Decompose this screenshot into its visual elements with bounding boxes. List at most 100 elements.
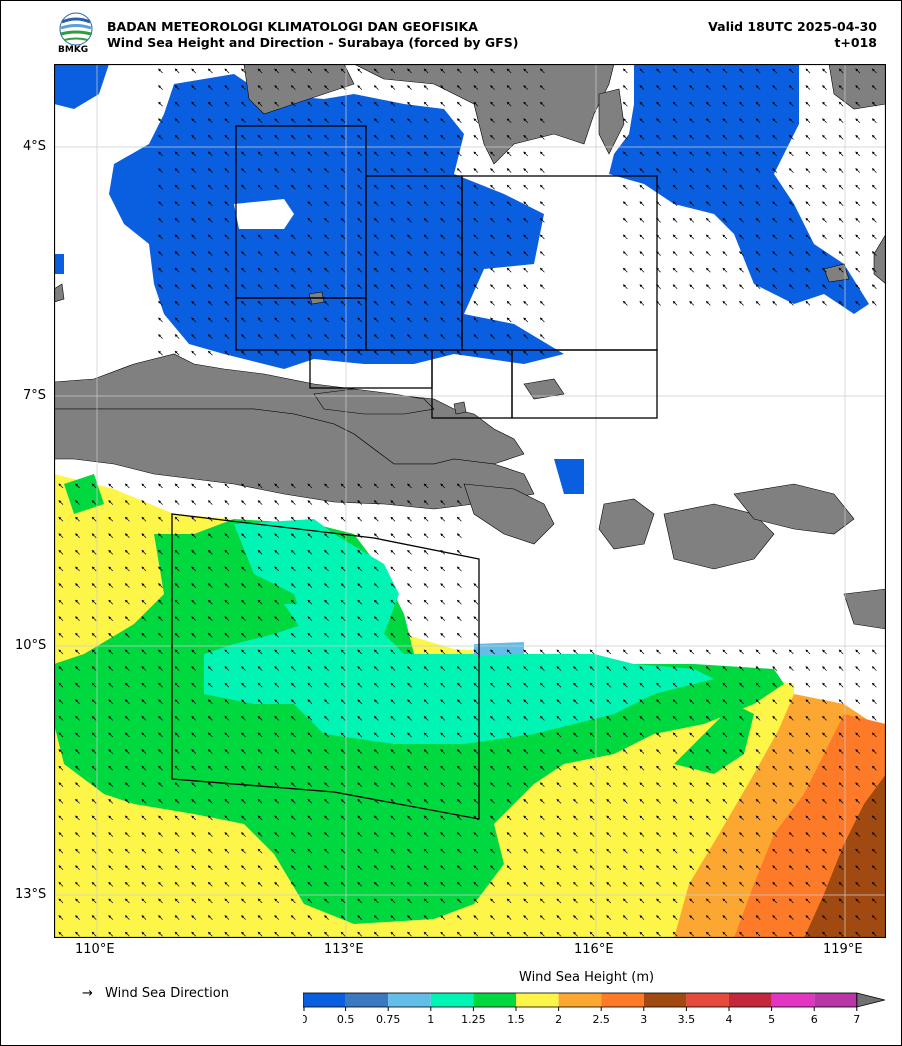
direction-arrow	[788, 300, 794, 306]
direction-arrow	[838, 101, 844, 107]
direction-arrow	[473, 134, 479, 140]
sumbawa-west	[663, 503, 775, 570]
direction-arrow	[672, 85, 678, 90]
direction-arrow	[805, 68, 811, 74]
direction-arrow	[523, 168, 529, 173]
direction-arrow	[423, 101, 429, 107]
direction-arrow	[373, 201, 379, 207]
colorbar-tick-label: 1.5	[507, 1013, 525, 1026]
direction-arrow	[622, 251, 628, 256]
direction-arrow	[788, 267, 794, 273]
direction-arrow	[871, 184, 877, 190]
direction-arrow	[307, 85, 313, 90]
direction-arrow	[158, 85, 163, 90]
direction-legend-label: Wind Sea Direction	[105, 986, 229, 1001]
direction-arrow	[722, 300, 728, 306]
direction-arrow	[407, 334, 412, 339]
direction-arrow	[174, 234, 180, 240]
direction-arrow	[390, 317, 396, 323]
direction-arrow	[822, 251, 827, 256]
direction-arrow	[805, 184, 811, 190]
direction-arrow	[373, 350, 379, 356]
direction-arrow	[440, 267, 446, 273]
direction-arrow	[755, 118, 761, 124]
direction-arrow	[174, 334, 180, 339]
direction-arrow	[224, 350, 230, 356]
direction-arrow	[407, 317, 412, 323]
direction-arrow	[207, 350, 213, 356]
direction-arrow	[838, 118, 844, 124]
direction-arrow	[324, 118, 329, 124]
direction-arrow	[174, 217, 180, 223]
direction-arrow	[241, 184, 246, 190]
direction-arrow	[174, 168, 180, 173]
direction-arrow	[174, 300, 180, 306]
direction-arrow	[822, 184, 827, 190]
direction-arrow	[490, 334, 495, 339]
direction-arrow	[523, 267, 529, 273]
direction-arrow	[473, 317, 479, 323]
direction-arrow	[174, 284, 180, 290]
direction-arrow	[158, 151, 163, 157]
direction-arrow	[407, 284, 412, 290]
small-island-a	[453, 401, 467, 415]
direction-arrow	[689, 68, 695, 74]
direction-arrow	[407, 85, 412, 90]
direction-arrow	[174, 151, 180, 157]
direction-arrow	[855, 151, 861, 157]
direction-arrow	[390, 184, 396, 190]
direction-arrow	[423, 118, 429, 124]
direction-arrow	[506, 284, 512, 290]
direction-arrow	[672, 151, 678, 157]
direction-arrow	[390, 134, 396, 140]
direction-arrow	[672, 267, 678, 273]
direction-arrow	[506, 184, 512, 190]
direction-arrow	[158, 350, 163, 356]
direction-arrow	[772, 234, 778, 240]
direction-arrow	[390, 168, 396, 173]
direction-arrow	[506, 300, 512, 306]
agency-title: BADAN METEOROLOGI KLIMATOLOGI DAN GEOFIS…	[107, 19, 478, 34]
direction-arrow	[324, 317, 329, 323]
direction-arrow	[158, 184, 163, 190]
direction-arrow	[639, 234, 645, 240]
direction-arrow	[539, 68, 545, 74]
direction-arrow	[855, 284, 861, 290]
direction-arrow	[207, 68, 213, 74]
direction-arrow	[207, 118, 213, 124]
direction-arrow	[490, 68, 495, 74]
direction-arrow	[755, 267, 761, 273]
forecast-area-boxes	[171, 125, 658, 820]
lon-tick-110e: 110°E	[75, 942, 115, 957]
direction-arrow	[390, 217, 396, 223]
direction-arrow	[473, 350, 479, 356]
direction-arrow	[855, 118, 861, 124]
direction-arrow	[307, 284, 313, 290]
direction-arrow	[290, 101, 296, 107]
direction-arrow	[473, 201, 479, 207]
direction-arrow	[639, 151, 645, 157]
direction-arrow	[473, 234, 479, 240]
direction-arrow	[207, 234, 213, 240]
direction-arrow	[373, 118, 379, 124]
direction-arrow	[656, 168, 661, 173]
direction-arrow	[440, 68, 446, 74]
direction-arrow	[324, 201, 329, 207]
direction-arrow	[241, 168, 246, 173]
direction-arrow	[855, 101, 861, 107]
direction-arrow	[490, 284, 495, 290]
direction-arrow	[373, 168, 379, 173]
direction-arrow	[639, 168, 645, 173]
direction-arrow	[257, 134, 263, 140]
direction-arrow	[838, 234, 844, 240]
colorbar-tick-label: 3	[640, 1013, 647, 1026]
direction-arrow	[340, 168, 346, 173]
direction-arrow	[191, 118, 197, 124]
colorbar-tick-label: 4	[726, 1013, 733, 1026]
direction-arrow	[855, 201, 861, 207]
direction-arrow	[788, 217, 794, 223]
direction-arrow	[174, 267, 180, 273]
direction-arrow	[357, 68, 363, 74]
direction-arrow	[158, 317, 163, 323]
direction-arrow	[705, 151, 711, 157]
